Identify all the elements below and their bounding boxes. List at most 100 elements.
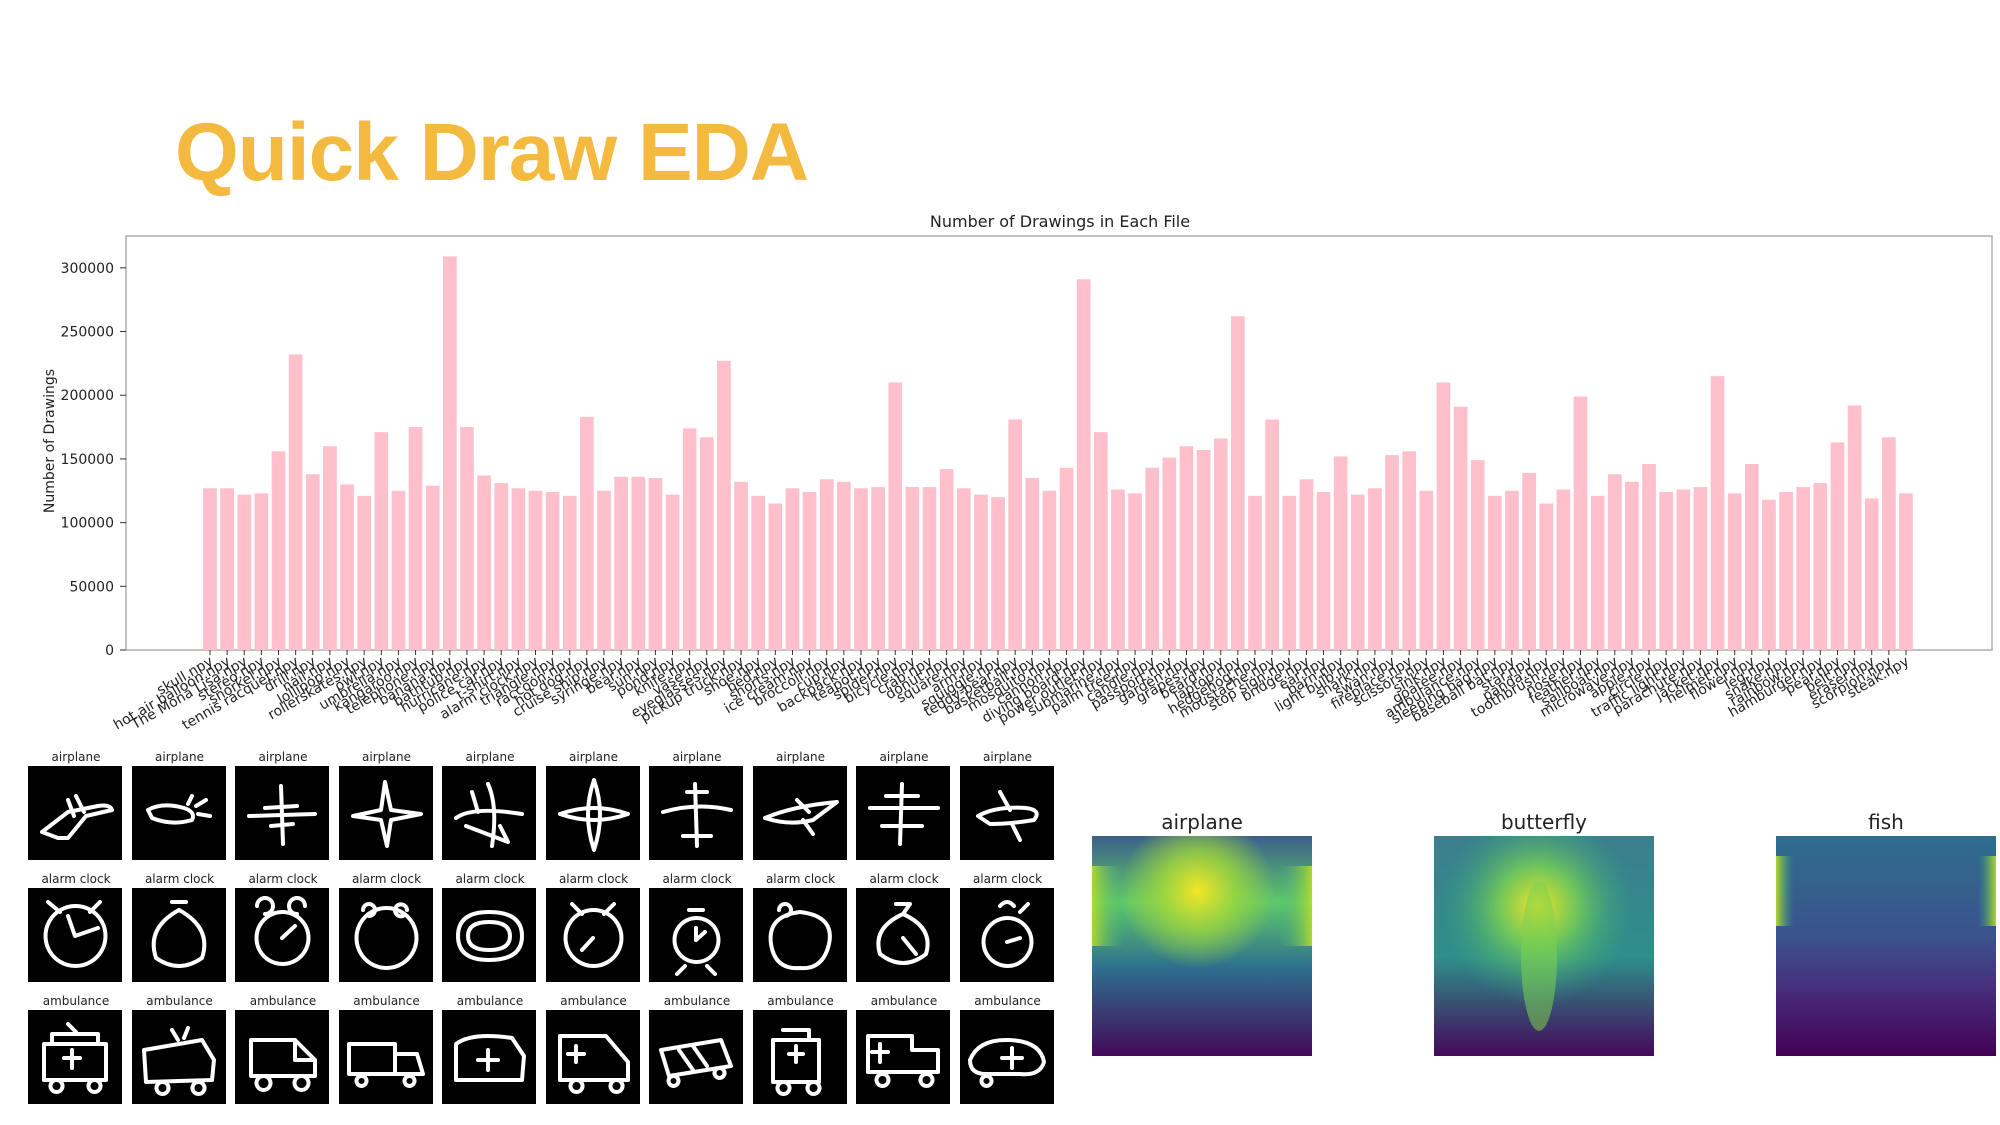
sample-drawing: airplane [442, 748, 538, 860]
bar [1573, 396, 1588, 650]
bar [734, 481, 748, 650]
sample-label: airplane [776, 750, 825, 764]
sample-drawing: alarm clock [649, 870, 745, 982]
bar [1899, 493, 1913, 650]
sample-label: alarm clock [144, 872, 215, 886]
bar [922, 486, 937, 650]
bar [1539, 503, 1554, 650]
bar [1042, 490, 1057, 650]
bar [545, 492, 560, 650]
sample-drawing: airplane [131, 748, 228, 860]
sample-drawing: ambulance [752, 992, 849, 1104]
sample-drawing-image [866, 1034, 940, 1088]
heatmap-butterfly: butterfly [1434, 808, 1654, 1060]
bar [1213, 438, 1228, 650]
bar [1710, 376, 1725, 650]
sample-canvas [28, 766, 122, 860]
heatmap-airplane: airplane [1092, 808, 1312, 1060]
sample-label: ambulance [353, 994, 420, 1008]
bar [631, 476, 646, 650]
heatmap-butterfly-image [1434, 836, 1654, 1056]
sample-label: ambulance [663, 994, 731, 1008]
sample-canvas [856, 766, 950, 860]
sample-label: alarm clock [455, 872, 525, 886]
sample-canvas [752, 1010, 847, 1104]
sample-drawing-image [43, 900, 108, 968]
y-tick-label: 250000 [61, 325, 114, 341]
sample-label: airplane [258, 750, 308, 764]
bar [425, 485, 440, 650]
bar [1196, 450, 1211, 650]
bar [1590, 495, 1605, 650]
bar [905, 486, 920, 650]
sample-drawing: ambulance [856, 992, 952, 1104]
sample-drawing: airplane [235, 748, 331, 860]
sample-drawing: alarm clock [545, 870, 642, 982]
sample-drawing-image [868, 782, 940, 846]
bar [442, 256, 457, 650]
sample-label: ambulance [767, 994, 834, 1008]
sample-drawing-image [456, 910, 524, 962]
sample-canvas [442, 888, 536, 982]
sample-canvas [545, 766, 640, 860]
sample-drawing-image [354, 902, 418, 970]
sample-canvas [338, 888, 433, 982]
bar [717, 360, 731, 650]
sample-label: airplane [879, 750, 929, 764]
y-axis-ticks: 0 50000 100000 150000 200000 250000 300000 [61, 261, 126, 659]
sample-drawing: alarm clock [338, 870, 435, 982]
bar [1625, 481, 1639, 650]
bar [1265, 419, 1279, 650]
sample-drawing: airplane [28, 748, 124, 860]
bar [1882, 437, 1896, 650]
bar [1299, 479, 1314, 650]
sample-label: ambulance [456, 994, 524, 1008]
bar [614, 476, 629, 650]
sample-label: ambulance [146, 994, 213, 1008]
sample-drawing-image [762, 798, 839, 836]
sample-canvas [545, 1010, 640, 1104]
bar [1487, 495, 1502, 650]
sample-canvas [649, 888, 743, 982]
sample-drawing-image [40, 794, 114, 840]
sample-drawing: ambulance [649, 992, 745, 1104]
bar [974, 494, 988, 650]
bar [802, 492, 817, 650]
heatmap-title: butterfly [1500, 810, 1587, 834]
bar [203, 488, 217, 650]
sample-label: alarm clock [41, 872, 111, 886]
sample-canvas [856, 888, 950, 982]
sample-drawing-image [254, 896, 311, 966]
sample-canvas [649, 766, 743, 860]
slide-title: Quick Draw EDA [175, 107, 809, 198]
sample-drawing: ambulance [28, 992, 124, 1104]
sample-drawing: alarm clock [28, 870, 124, 982]
bar [1111, 489, 1125, 650]
sample-drawing-image [151, 900, 206, 968]
bar [1607, 474, 1622, 650]
bar [1248, 495, 1262, 650]
sample-row: ambulance ambulance ambulance ambulance ambu… [28, 992, 1062, 1114]
bar [1522, 472, 1536, 650]
bar [1813, 483, 1828, 650]
sample-drawing-image [557, 778, 630, 852]
y-tick-label: 200000 [61, 388, 114, 404]
bar [682, 428, 697, 650]
heatmap-airplane-image [1092, 836, 1312, 1056]
bar [1830, 442, 1845, 650]
bar [408, 427, 423, 650]
sample-drawing: airplane [338, 748, 435, 860]
bar [1556, 489, 1571, 650]
sample-canvas [959, 1010, 1054, 1104]
y-tick-label: 0 [105, 643, 114, 659]
heatmap-title: airplane [1161, 810, 1243, 834]
sample-drawing: ambulance [131, 992, 228, 1104]
y-tick-label: 50000 [69, 579, 114, 595]
bar [597, 490, 611, 650]
sample-drawing: ambulance [235, 992, 331, 1104]
sample-drawing-image [145, 794, 212, 825]
sample-row: airplane airplane airplane airplane airplane… [28, 748, 1062, 870]
sample-canvas [338, 1010, 433, 1104]
sample-drawing-image [346, 1042, 425, 1088]
